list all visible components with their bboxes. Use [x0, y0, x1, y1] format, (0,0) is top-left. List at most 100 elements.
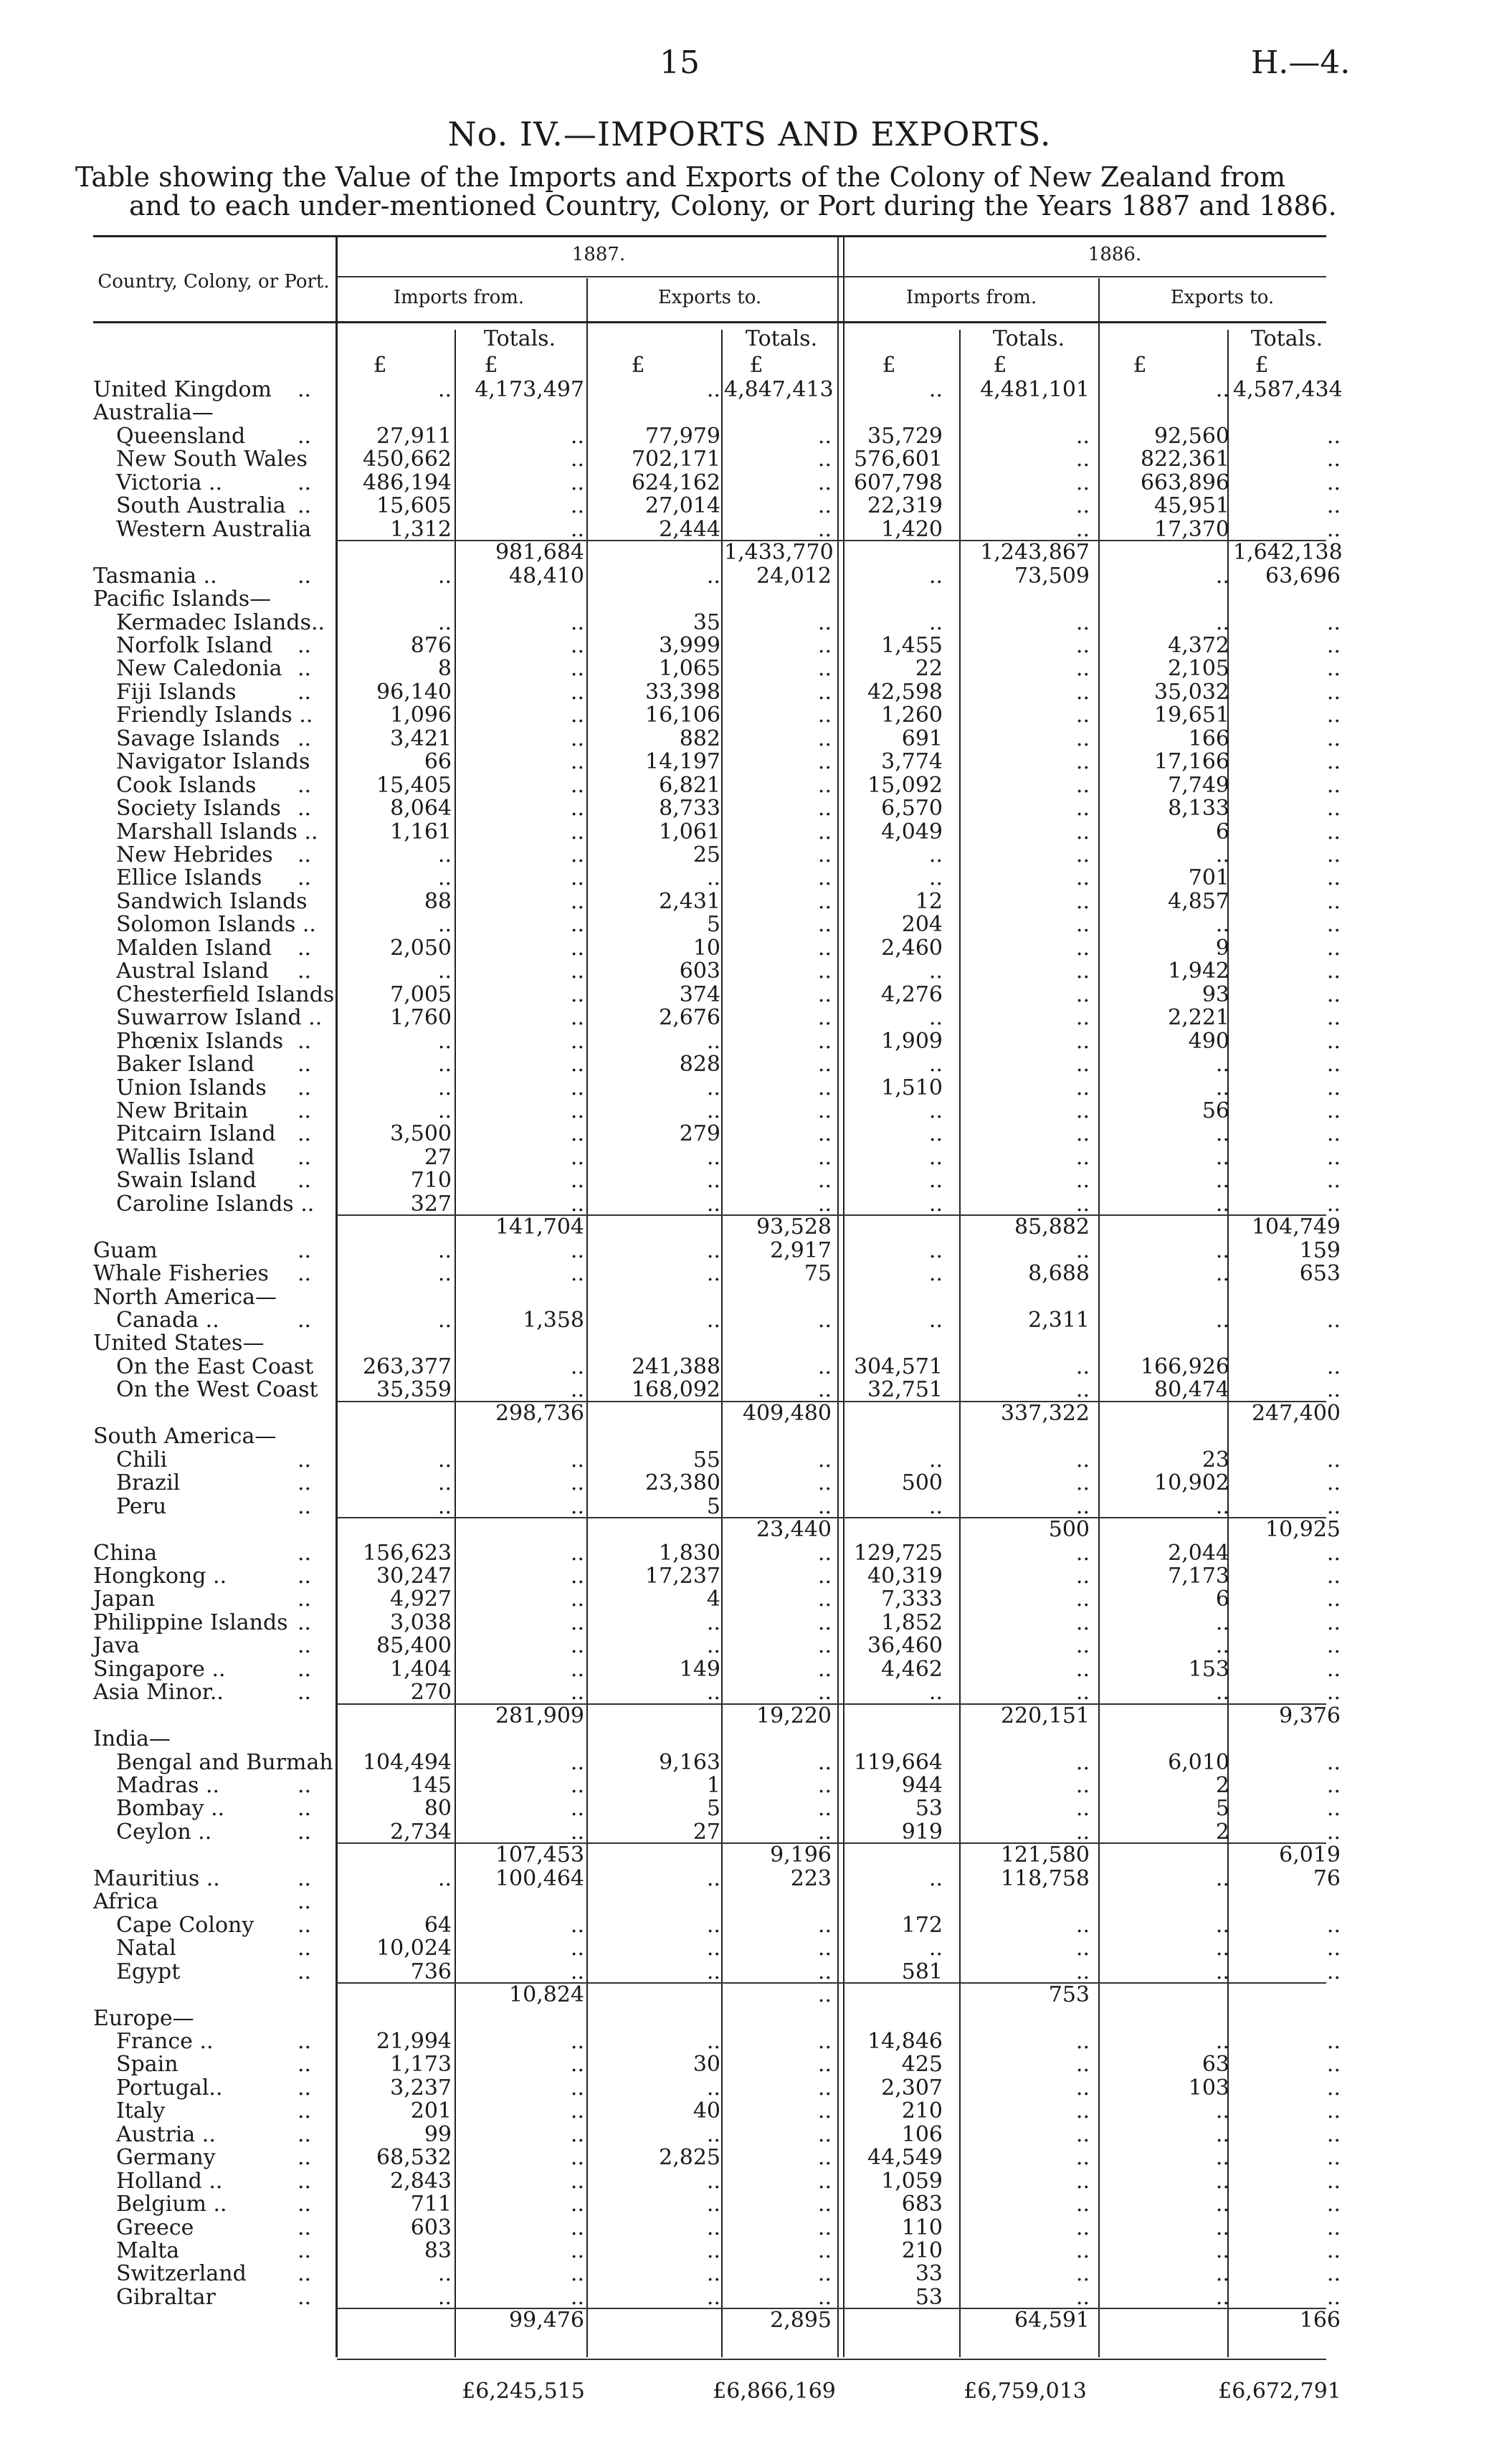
cell-col-3: .. — [817, 2192, 832, 2217]
table-row: Chesterfield Islands 7,005.. 374.. 4,276.. 9… — [0, 984, 1499, 1006]
leader-dots: .. — [298, 1052, 312, 1077]
cell-col-1: .. — [570, 1191, 584, 1217]
table-row: New Britain.............. 56.. — [0, 1100, 1499, 1122]
cell-col-7: .. — [1326, 1657, 1341, 1682]
cell-col-6: 93 — [1201, 982, 1229, 1007]
table-caption-line-2: and to each under-mentioned Country, Col… — [129, 190, 1337, 222]
leader-dots: .. — [298, 1866, 312, 1891]
cell-col-1: .. — [570, 680, 584, 705]
leader-dots: .. — [298, 1098, 312, 1123]
cell-col-6: 17,370 — [1154, 517, 1229, 542]
col-divider-5 — [959, 330, 961, 2357]
row-label: France .. — [116, 2029, 214, 2054]
cell-col-7: .. — [1326, 703, 1341, 728]
cell-col-0: 7,005 — [390, 982, 452, 1007]
cell-col-4: 22,319 — [867, 493, 943, 518]
cell-col-1: .. — [570, 1029, 584, 1054]
pound-sign-c4: £ — [882, 353, 896, 378]
cell-col-5: .. — [1075, 517, 1090, 542]
year-divider — [837, 235, 844, 2357]
cell-col-7: .. — [1326, 1308, 1341, 1333]
cell-col-4: .. — [928, 1936, 943, 1961]
cell-col-1: .. — [570, 1587, 584, 1612]
leader-dots: .. — [298, 2261, 312, 2286]
cell-col-7: .. — [1326, 2075, 1341, 2101]
cell-col-3: .. — [817, 959, 832, 984]
cell-col-5: .. — [1075, 447, 1090, 472]
cell-col-6: 490 — [1188, 1029, 1229, 1054]
cell-col-4: 129,725 — [853, 1541, 943, 1566]
cell-col-2: .. — [706, 2285, 720, 2310]
cell-col-5: 337,322 — [1000, 1401, 1090, 1426]
row-label: Pitcairn Island — [116, 1121, 276, 1146]
cell-col-7: .. — [1326, 2215, 1341, 2240]
cell-col-6: 9 — [1215, 936, 1229, 961]
row-label: Whale Fisheries — [93, 1261, 269, 1286]
cell-col-1: .. — [570, 1447, 584, 1473]
table-row: Savage Islands.. 3,421.. 882.. 691.. 166.. — [0, 728, 1499, 750]
cell-col-1: .. — [570, 1470, 584, 1495]
cell-col-7: .. — [1326, 1447, 1341, 1473]
table-row: Malta.. 83...... 210...... — [0, 2240, 1499, 2262]
cell-col-1: .. — [570, 936, 584, 961]
cell-col-3: .. — [817, 982, 832, 1007]
cell-col-2: 4 — [706, 1587, 720, 1612]
cell-col-0: 83 — [424, 2238, 452, 2263]
cell-col-3: .. — [817, 470, 832, 495]
leader-dots: .. — [298, 2192, 312, 2217]
cell-col-7: .. — [1326, 1564, 1341, 1589]
cell-col-1: .. — [570, 1494, 584, 1519]
cell-col-4: 33 — [915, 2261, 943, 2286]
cell-col-1: 99,476 — [509, 2308, 584, 2333]
row-label: Egypt — [116, 1959, 181, 1984]
cell-col-0: .. — [437, 959, 452, 984]
cell-col-5: 4,481,101 — [980, 377, 1090, 402]
cell-col-3: .. — [817, 1587, 832, 1612]
cell-col-4: 1,059 — [881, 2169, 943, 2194]
leader-dots: .. — [298, 1075, 312, 1100]
cell-col-7: .. — [1326, 2192, 1341, 2217]
table-row: Whale Fisheries........ 75.. 8,688.. 653 — [0, 1262, 1499, 1285]
cell-col-5: .. — [1075, 1657, 1090, 1682]
cell-col-3: .. — [817, 842, 832, 867]
leader-dots: .. — [298, 1238, 312, 1263]
cell-col-7: 6,019 — [1279, 1842, 1341, 1868]
cell-col-7: .. — [1326, 1750, 1341, 1775]
table-row: Fiji Islands.. 96,140.. 33,398.. 42,598.. 35… — [0, 681, 1499, 703]
row-label: North America— — [93, 1285, 277, 1310]
cell-col-3: .. — [817, 2145, 832, 2170]
cell-col-3: .. — [817, 2238, 832, 2263]
cell-col-3: .. — [817, 1657, 832, 1682]
table-row: Madras .... 145.. 1.. 944.. 2.. — [0, 1774, 1499, 1797]
cell-col-5: .. — [1075, 749, 1090, 774]
table-row: Holland .... 2,843...... 1,059...... — [0, 2170, 1499, 2192]
cell-col-0: .. — [437, 1052, 452, 1077]
table-row: India— — [0, 1728, 1499, 1750]
cell-col-0: 876 — [410, 633, 452, 658]
cell-col-1: .. — [570, 1261, 584, 1286]
row-label: Switzerland — [116, 2261, 247, 2286]
leader-dots: .. — [298, 1913, 312, 1938]
row-label: Brazil — [116, 1470, 181, 1495]
cell-col-2: .. — [706, 2122, 720, 2147]
cell-col-5: 8,688 — [1028, 1261, 1090, 1286]
cell-col-4: 2,307 — [881, 2075, 943, 2101]
row-label: Cook Islands — [116, 773, 257, 798]
leader-dots: .. — [298, 656, 312, 681]
leader-dots: .. — [298, 2075, 312, 2101]
cell-col-6: .. — [1215, 2261, 1229, 2286]
cell-col-4: 44,549 — [867, 2145, 943, 2170]
cell-col-3: .. — [817, 865, 832, 890]
grand-total-rule — [337, 2359, 1326, 2360]
cell-col-7: .. — [1326, 424, 1341, 449]
cell-col-7: 159 — [1299, 1238, 1341, 1263]
cell-col-0: .. — [437, 377, 452, 402]
cell-col-5: .. — [1075, 819, 1090, 845]
cell-col-4: .. — [928, 842, 943, 867]
cell-col-0: 96,140 — [376, 680, 452, 705]
totals-label-4: Totals. — [1250, 326, 1323, 351]
cell-col-6: .. — [1215, 1959, 1229, 1984]
cell-col-4: 42,598 — [867, 680, 943, 705]
cell-col-3: .. — [817, 633, 832, 658]
cell-col-3: .. — [817, 1052, 832, 1077]
